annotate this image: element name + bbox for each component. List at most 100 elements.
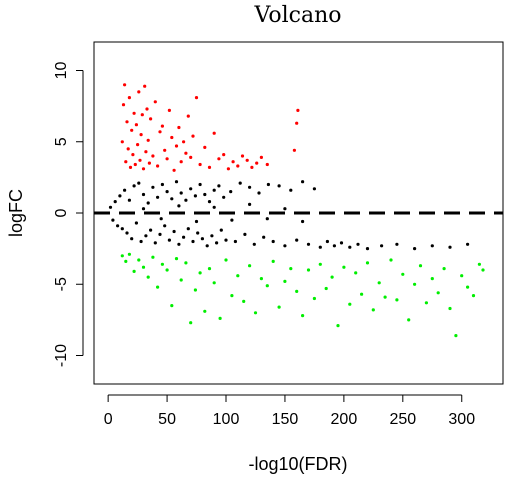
data-point	[266, 182, 270, 187]
data-point	[132, 184, 136, 188]
data-point	[248, 185, 252, 189]
data-point	[136, 143, 140, 147]
data-point	[196, 231, 200, 235]
data-point	[182, 140, 186, 144]
data-point	[219, 228, 223, 232]
data-point	[224, 238, 228, 242]
data-point	[207, 165, 212, 169]
x-tick-label: 100	[213, 411, 240, 428]
data-point	[389, 258, 393, 262]
data-point	[259, 155, 263, 159]
data-point	[252, 242, 256, 246]
data-point	[283, 279, 287, 283]
x-tick-label: 300	[448, 411, 475, 428]
data-point	[265, 162, 269, 167]
chart-title: Volcano	[253, 3, 341, 28]
data-point	[193, 288, 197, 292]
data-point	[226, 167, 230, 171]
data-point	[156, 195, 160, 199]
data-point	[360, 292, 364, 296]
data-point	[212, 205, 216, 209]
data-point	[248, 202, 252, 206]
x-axis-label: -log10(FDR)	[248, 454, 347, 474]
data-point	[149, 228, 153, 232]
data-point	[253, 311, 258, 315]
data-point	[116, 224, 120, 228]
y-axis-label: logFC	[6, 189, 26, 237]
data-point	[160, 262, 164, 266]
data-point	[137, 258, 141, 262]
data-point	[146, 138, 150, 142]
data-point	[130, 128, 134, 132]
data-point	[130, 237, 134, 241]
data-point	[203, 192, 207, 197]
data-point	[265, 284, 269, 288]
data-point	[395, 298, 399, 302]
data-point	[306, 268, 311, 272]
y-tick-label: -5	[53, 277, 70, 291]
data-points	[108, 83, 485, 338]
data-point	[332, 244, 336, 248]
y-tick-label: -10	[53, 344, 70, 367]
data-point	[144, 150, 148, 154]
data-point	[230, 218, 234, 222]
data-point	[236, 164, 240, 168]
data-point	[217, 157, 221, 161]
data-point	[194, 219, 199, 224]
data-point	[377, 281, 381, 285]
data-point	[238, 181, 242, 185]
data-point	[222, 153, 226, 157]
data-point	[163, 148, 167, 152]
data-point	[413, 282, 417, 286]
y-axis: -10 -5 0 5 10	[53, 62, 84, 367]
data-point	[146, 275, 150, 279]
data-point	[230, 294, 234, 298]
data-point	[121, 103, 126, 107]
data-point	[312, 187, 316, 191]
data-point	[289, 267, 293, 271]
data-point	[120, 254, 124, 258]
data-point	[324, 286, 328, 291]
y-tick-label: 10	[53, 62, 70, 80]
data-point	[242, 299, 246, 303]
data-point	[448, 245, 452, 249]
data-point	[471, 294, 476, 298]
data-point	[356, 242, 360, 246]
data-point	[257, 191, 261, 195]
data-point	[134, 123, 138, 127]
data-point	[160, 182, 164, 187]
data-point	[466, 242, 470, 246]
data-point	[186, 114, 190, 118]
data-point	[212, 281, 216, 285]
x-tick-label: 50	[158, 411, 176, 428]
data-point	[277, 305, 281, 309]
data-point	[295, 289, 299, 293]
data-point	[265, 217, 269, 221]
data-point	[215, 241, 219, 245]
data-point	[189, 187, 193, 191]
data-point	[418, 264, 423, 268]
data-point	[186, 227, 190, 231]
data-point	[289, 188, 293, 192]
data-point	[318, 262, 322, 266]
data-point	[141, 192, 146, 197]
data-point	[165, 190, 169, 194]
data-point	[312, 296, 316, 301]
data-point	[123, 83, 127, 87]
data-point	[189, 155, 193, 159]
data-point	[383, 295, 387, 299]
data-point	[158, 130, 162, 134]
data-point	[141, 167, 146, 171]
data-point	[243, 232, 247, 236]
data-point	[149, 117, 153, 121]
data-point	[174, 257, 179, 261]
data-point	[301, 180, 305, 184]
data-point	[217, 184, 221, 188]
data-point	[170, 135, 174, 140]
data-point	[193, 194, 197, 198]
data-point	[283, 207, 287, 211]
data-point	[177, 242, 181, 246]
data-point	[182, 235, 186, 239]
data-point	[132, 111, 136, 115]
